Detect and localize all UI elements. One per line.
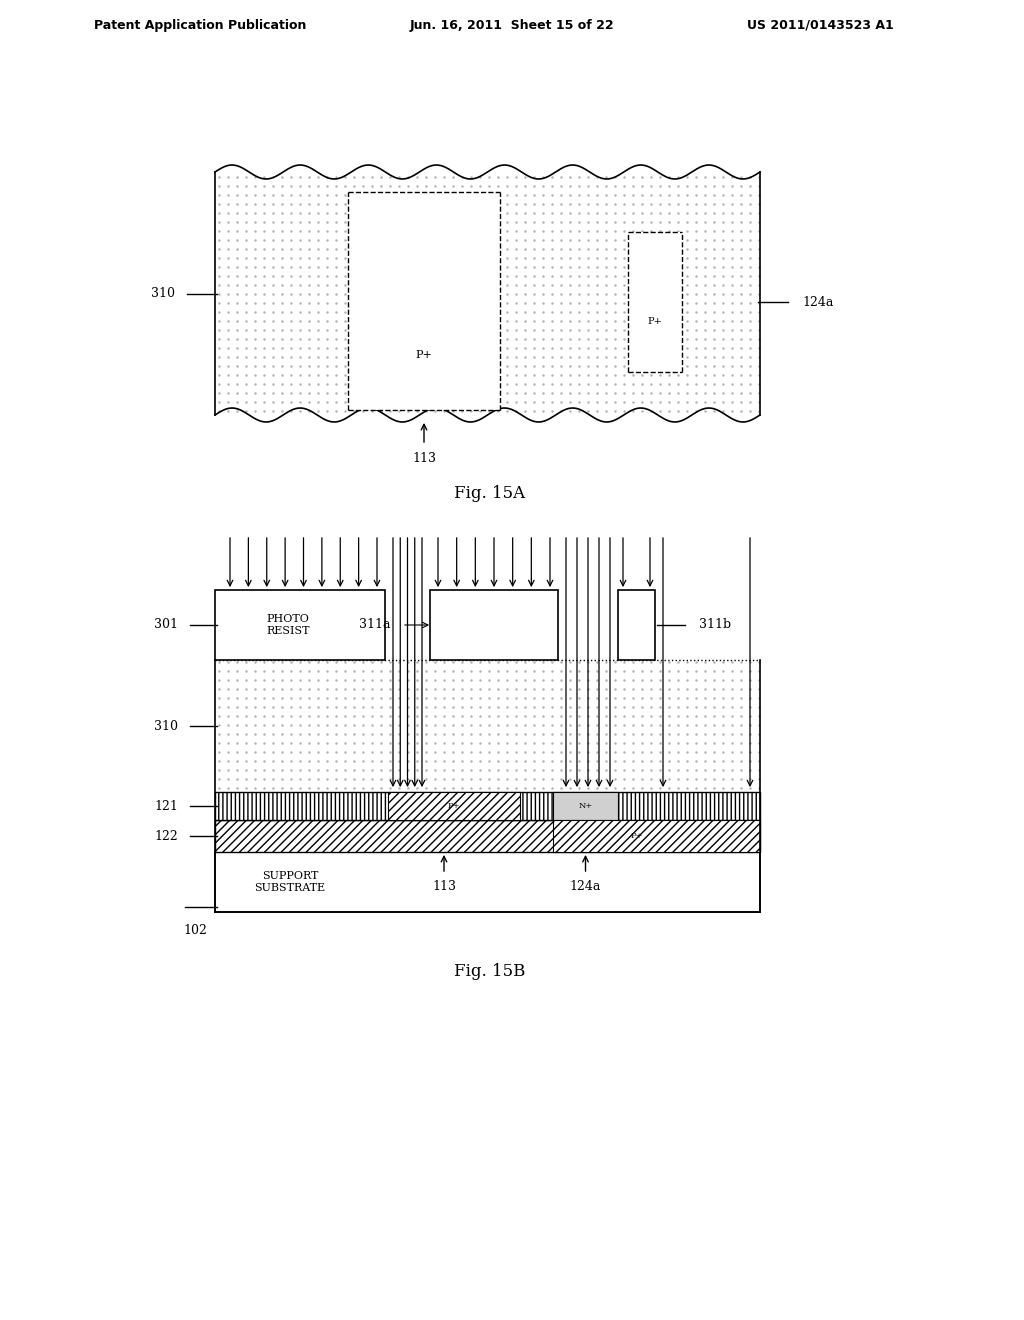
Bar [348,191,500,411]
Text: 121: 121 [155,800,178,813]
Text: P+: P+ [447,803,460,810]
Text: 124a: 124a [802,296,834,309]
Text: 310: 310 [151,286,175,300]
Text: 311b: 311b [699,619,731,631]
Text: 113: 113 [412,453,436,466]
Text: 124a: 124a [569,880,601,894]
Bar [215,851,760,912]
Bar [430,590,558,660]
Bar [388,792,520,820]
Text: P+: P+ [647,318,663,326]
Bar [553,792,618,820]
Text: N+: N+ [579,803,593,810]
Bar [215,820,760,851]
Text: Patent Application Publication: Patent Application Publication [94,18,306,32]
Text: SUPPORT
SUBSTRATE: SUPPORT SUBSTRATE [254,871,326,892]
Bar [215,172,760,414]
Text: 301: 301 [154,619,178,631]
Bar [215,792,760,820]
Text: Jun. 16, 2011  Sheet 15 of 22: Jun. 16, 2011 Sheet 15 of 22 [410,18,614,32]
Text: 310: 310 [154,719,178,733]
Text: Fig. 15A: Fig. 15A [455,484,525,502]
Text: Fig. 15B: Fig. 15B [455,964,525,981]
Text: P+: P+ [416,350,432,360]
Text: US 2011/0143523 A1: US 2011/0143523 A1 [746,18,893,32]
Text: 122: 122 [155,829,178,842]
Bar [215,590,385,660]
Bar [618,590,655,660]
Text: PHOTO
RESIST: PHOTO RESIST [266,614,309,636]
Bar [628,232,682,372]
Text: 102: 102 [183,924,207,936]
Text: P+: P+ [630,832,643,840]
Bar [553,820,760,851]
Text: 311a: 311a [358,619,390,631]
Bar [215,660,760,792]
Text: 113: 113 [432,880,456,894]
